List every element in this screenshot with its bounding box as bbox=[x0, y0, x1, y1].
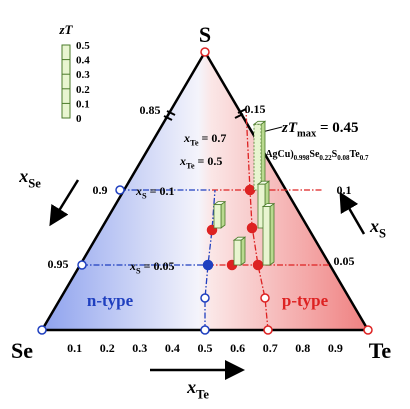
label: xS = 0.1 bbox=[135, 184, 175, 201]
text-part: S bbox=[332, 149, 338, 160]
legend-tick-label: 0.1 bbox=[76, 98, 90, 110]
bar bbox=[233, 239, 242, 266]
vertex-label: Se bbox=[11, 338, 33, 363]
label: xTe = 0.5 bbox=[179, 154, 222, 171]
label: xS bbox=[369, 216, 386, 240]
text-part: zT bbox=[281, 120, 298, 136]
text-part: x bbox=[186, 377, 196, 397]
bar-side bbox=[260, 120, 266, 191]
text-part: (AgCu) bbox=[262, 149, 294, 160]
text-part: 0.7 bbox=[360, 154, 369, 162]
text-part: Te bbox=[349, 149, 360, 160]
x-tick-label: 0.5 bbox=[198, 341, 213, 355]
text-part: 0.05 bbox=[334, 254, 355, 268]
text-part: S bbox=[379, 226, 386, 240]
label: 0.05 bbox=[334, 254, 355, 268]
text-part: = 0.1 bbox=[147, 184, 175, 198]
text-part: 0.1 bbox=[337, 183, 352, 197]
text-part: x bbox=[135, 184, 142, 198]
label: xSe bbox=[18, 166, 41, 190]
x-tick-label: 0.4 bbox=[165, 341, 180, 355]
legend-tick-label: 0.4 bbox=[76, 55, 90, 67]
text-part: x bbox=[129, 259, 136, 273]
label: 0.95 bbox=[48, 257, 69, 271]
text-part: Se bbox=[28, 176, 41, 190]
vertex-label: Te bbox=[369, 338, 392, 363]
text-part: n-type bbox=[87, 291, 134, 310]
text-part: = 0.5 bbox=[195, 154, 223, 168]
legend-tick-label: 0.5 bbox=[76, 40, 90, 52]
label: 0.1 bbox=[337, 183, 352, 197]
label: xTe = 0.7 bbox=[183, 131, 226, 148]
axis-arrows bbox=[49, 179, 366, 380]
bar-side bbox=[269, 202, 275, 266]
x-tick-label: 0.7 bbox=[263, 341, 278, 355]
text-part: Se bbox=[309, 149, 320, 160]
text-part: = 0.7 bbox=[199, 131, 227, 145]
bar-side bbox=[220, 200, 226, 229]
x-tick-label: 0.9 bbox=[328, 341, 343, 355]
legend-bar bbox=[61, 44, 71, 119]
text-part: 0.9 bbox=[93, 183, 108, 197]
text-part: 0.998 bbox=[294, 154, 310, 162]
label: xTe bbox=[186, 377, 209, 401]
text-part: p-type bbox=[282, 291, 329, 310]
legend-tick-label: 0.3 bbox=[76, 69, 90, 81]
label: 0.85 bbox=[140, 103, 161, 117]
x-tick-label: 0.1 bbox=[67, 341, 82, 355]
legend-tick-label: 0.2 bbox=[76, 84, 90, 96]
x-tick-label: 0.2 bbox=[100, 341, 115, 355]
legend-title: zT bbox=[59, 22, 74, 37]
x-tick-label: 0.6 bbox=[230, 341, 245, 355]
text-part: x bbox=[179, 154, 186, 168]
x-tick-label: 0.8 bbox=[295, 341, 310, 355]
text-part: 0.85 bbox=[140, 103, 161, 117]
text-part: Te bbox=[186, 162, 195, 171]
vertex-label: S bbox=[199, 22, 211, 47]
text-part: S bbox=[142, 192, 147, 201]
bar bbox=[262, 206, 271, 266]
text-part: Te bbox=[190, 139, 199, 148]
text-part: max bbox=[297, 129, 317, 140]
text-part: S bbox=[136, 267, 141, 276]
label: (AgCu)0.998Se0.22S0.08Te0.7 bbox=[262, 149, 369, 162]
label: zTmax = 0.45 bbox=[281, 120, 359, 140]
text-part: 0.95 bbox=[48, 257, 69, 271]
label: 0.15 bbox=[245, 102, 266, 116]
x-tick-label: 0.3 bbox=[132, 341, 147, 355]
label: p-type bbox=[282, 291, 329, 310]
text-part: x bbox=[183, 131, 190, 145]
triangle bbox=[39, 49, 371, 332]
text-part: 0.22 bbox=[319, 154, 332, 162]
text-part: 0.15 bbox=[245, 102, 266, 116]
text-part: x bbox=[18, 166, 28, 186]
text-part: 0.08 bbox=[337, 154, 350, 162]
bar bbox=[213, 204, 222, 229]
edge-marks bbox=[163, 108, 247, 121]
text-part: zT bbox=[59, 22, 74, 37]
label: xS = 0.05 bbox=[129, 259, 175, 276]
label: n-type bbox=[87, 291, 134, 310]
legend-tick-label: 0 bbox=[76, 113, 82, 125]
bar-side bbox=[240, 236, 246, 266]
text-part: = 0.45 bbox=[316, 120, 358, 136]
text-part: x bbox=[369, 216, 379, 236]
bar bbox=[253, 123, 262, 191]
text-part: Te bbox=[196, 387, 209, 401]
text-part: = 0.05 bbox=[141, 259, 175, 273]
label: 0.9 bbox=[93, 183, 108, 197]
